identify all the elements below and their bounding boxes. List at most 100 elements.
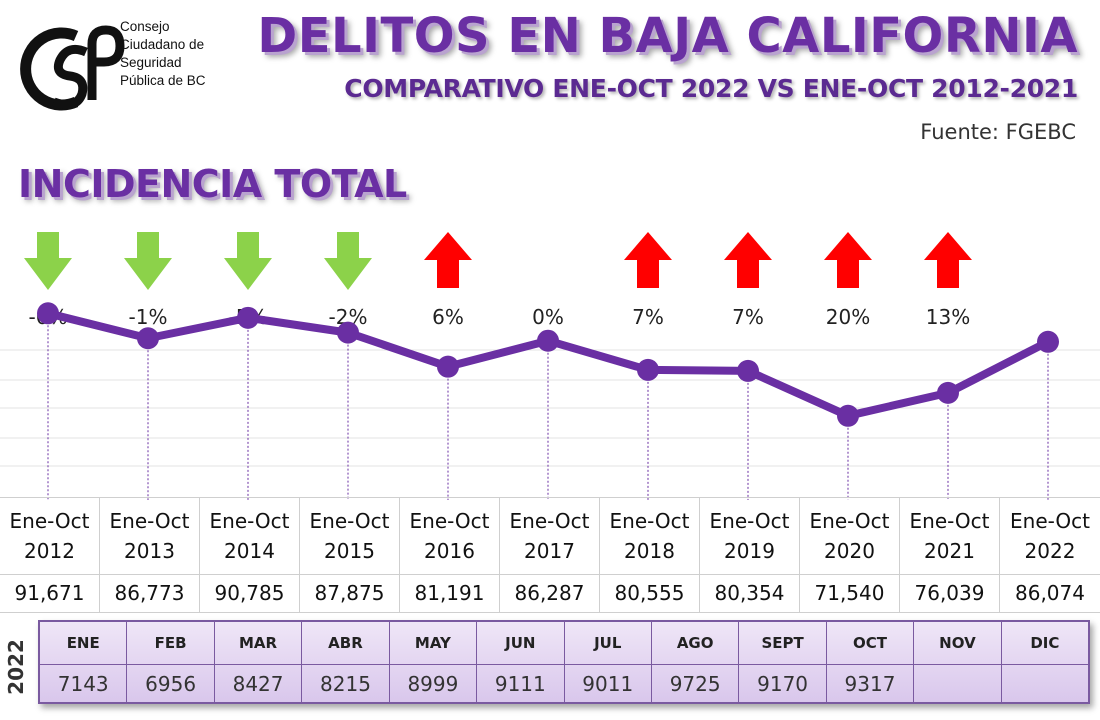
x-tick-label: Ene-Oct 2019 — [700, 498, 800, 574]
arrow-up-icon — [424, 232, 472, 288]
change-label: 7% — [632, 305, 664, 329]
month-header-cell: NOV — [914, 622, 1002, 664]
month-header-cell: ENE — [40, 622, 128, 664]
section-title: INCIDENCIA TOTAL — [18, 162, 407, 206]
month-header-cell: MAR — [215, 622, 303, 664]
x-tick-label-line: Ene-Oct — [409, 509, 490, 533]
ccspbc-logo — [20, 25, 125, 111]
x-tick-label: Ene-Oct 2021 — [900, 498, 1000, 574]
data-label: 80,555 — [600, 575, 700, 612]
x-tick-label: Ene-Oct 2017 — [500, 498, 600, 574]
change-label: 6% — [432, 305, 464, 329]
month-header-cell: FEB — [127, 622, 215, 664]
data-point — [1037, 330, 1059, 353]
month-header-cell: DIC — [1030, 634, 1060, 652]
total-value-row: 91,671 86,773 90,785 87,875 81,191 86,287 80,5… — [0, 575, 1100, 613]
month-value-cell — [1002, 665, 1088, 702]
month-value-cell: 9111 — [477, 665, 565, 702]
month-value-cell: 9317 — [827, 665, 915, 702]
data-point — [537, 329, 559, 352]
change-label: -1% — [129, 305, 168, 329]
x-tick-label-line: Ene-Oct — [9, 509, 90, 533]
x-tick-label-line: 2015 — [324, 539, 375, 563]
x-tick-label-line: Ene-Oct — [509, 509, 590, 533]
logo-line: Seguridad — [120, 55, 182, 70]
month-value-cell: 8999 — [390, 665, 478, 702]
x-tick-label-line: Ene-Oct — [909, 509, 990, 533]
x-tick-label-line: Ene-Oct — [209, 509, 290, 533]
year-label-row: Ene-Oct 2012 Ene-Oct 2013 Ene-Oct 2014 Ene-Oct… — [0, 497, 1100, 575]
x-tick-label-line: Ene-Oct — [309, 509, 390, 533]
logo-text: Consejo Ciudadano de Seguridad Pública d… — [120, 18, 206, 90]
data-point — [837, 404, 859, 427]
data-label: 86,287 — [500, 575, 600, 612]
logo-s-shape — [52, 44, 88, 110]
month-value-cell: 9725 — [652, 665, 740, 702]
x-tick-label: Ene-Oct 2020 — [800, 498, 900, 574]
x-tick-label: Ene-Oct 2013 — [100, 498, 200, 574]
logo-p-shape — [87, 25, 125, 100]
chart-drop-lines — [47, 313, 1049, 500]
logo-line: Pública de BC — [120, 73, 206, 88]
data-label: 87,875 — [300, 575, 400, 612]
x-tick-label-line: 2020 — [824, 539, 875, 563]
month-value-cell: 7143 — [40, 665, 128, 702]
x-tick-label: Ene-Oct 2016 — [400, 498, 500, 574]
x-tick-label: Ene-Oct 2015 — [300, 498, 400, 574]
x-tick-label-line: 2016 — [424, 539, 475, 563]
data-label: 76,039 — [900, 575, 1000, 612]
logo-c-shape — [20, 27, 79, 111]
data-label: 71,540 — [800, 575, 900, 612]
month-header-cell: JUL — [565, 622, 652, 664]
arrow-up-icon — [724, 232, 772, 288]
logo-line: Consejo — [120, 19, 170, 34]
month-value-cell — [914, 665, 1002, 702]
data-label: 91,671 — [0, 575, 100, 612]
x-tick-label-line: Ene-Oct — [809, 509, 890, 533]
x-tick-label-line: 2012 — [24, 539, 75, 563]
x-tick-label-line: Ene-Oct — [609, 509, 690, 533]
month-value-cell: 9011 — [565, 665, 652, 702]
month-value-cell: 8215 — [302, 665, 390, 702]
x-tick-label-line: 2019 — [724, 539, 775, 563]
month-value-cell: 8427 — [215, 665, 303, 702]
month-value-cell: 6956 — [127, 665, 215, 702]
data-label: 86,773 — [100, 575, 200, 612]
data-label: 90,785 — [200, 575, 300, 612]
x-tick-label-line: 2014 — [224, 539, 275, 563]
x-tick-label: Ene-Oct 2018 — [600, 498, 700, 574]
data-point — [37, 302, 59, 325]
chart-grid — [0, 349, 1100, 467]
x-tick-label-line: 2018 — [624, 539, 675, 563]
month-header-cell: AGO — [652, 622, 740, 664]
month-header-cell: OCT — [827, 622, 915, 664]
month-header-cell: ABR — [302, 622, 390, 664]
change-label: 7% — [732, 305, 764, 329]
x-tick-label: Ene-Oct 2012 — [0, 498, 100, 574]
change-label: 13% — [926, 305, 970, 329]
arrow-up-icon — [824, 232, 872, 288]
x-tick-label-line: 2022 — [1024, 539, 1076, 563]
data-point — [637, 358, 659, 381]
x-tick-label-line: 2021 — [924, 539, 975, 563]
data-label: 80,354 — [700, 575, 800, 612]
change-label: 0% — [532, 305, 564, 329]
month-value-cell: 9170 — [739, 665, 827, 702]
source-note: Fuente: FGEBC — [920, 120, 1076, 144]
data-label: 81,191 — [400, 575, 500, 612]
change-arrows — [24, 232, 972, 290]
incidence-line-chart: -6%-1%-5%-2%6%0%7%7%20%13% — [0, 232, 1100, 500]
x-tick-label-line: Ene-Oct — [109, 509, 190, 533]
change-labels: -6%-1%-5%-2%6%0%7%7%20%13% — [29, 305, 971, 329]
data-point — [137, 327, 159, 350]
x-tick-label: Ene-Oct 2014 — [200, 498, 300, 574]
page-title: DELITOS EN BAJA CALIFORNIA — [257, 8, 1078, 64]
monthly-table: ENE FEB MAR ABR MAY JUN JUL AGO SEPT OCT NOV DIC 71… — [38, 620, 1090, 704]
data-point — [937, 381, 959, 404]
page-subtitle: COMPARATIVO ENE-OCT 2022 VS ENE-OCT 2012… — [344, 74, 1078, 103]
x-tick-label-line: 2013 — [124, 539, 175, 563]
month-header-cell: MAY — [390, 622, 478, 664]
data-point — [337, 321, 359, 344]
x-tick-label-line: Ene-Oct — [709, 509, 790, 533]
x-tick-label: Ene-Oct 2022 — [1000, 498, 1100, 574]
